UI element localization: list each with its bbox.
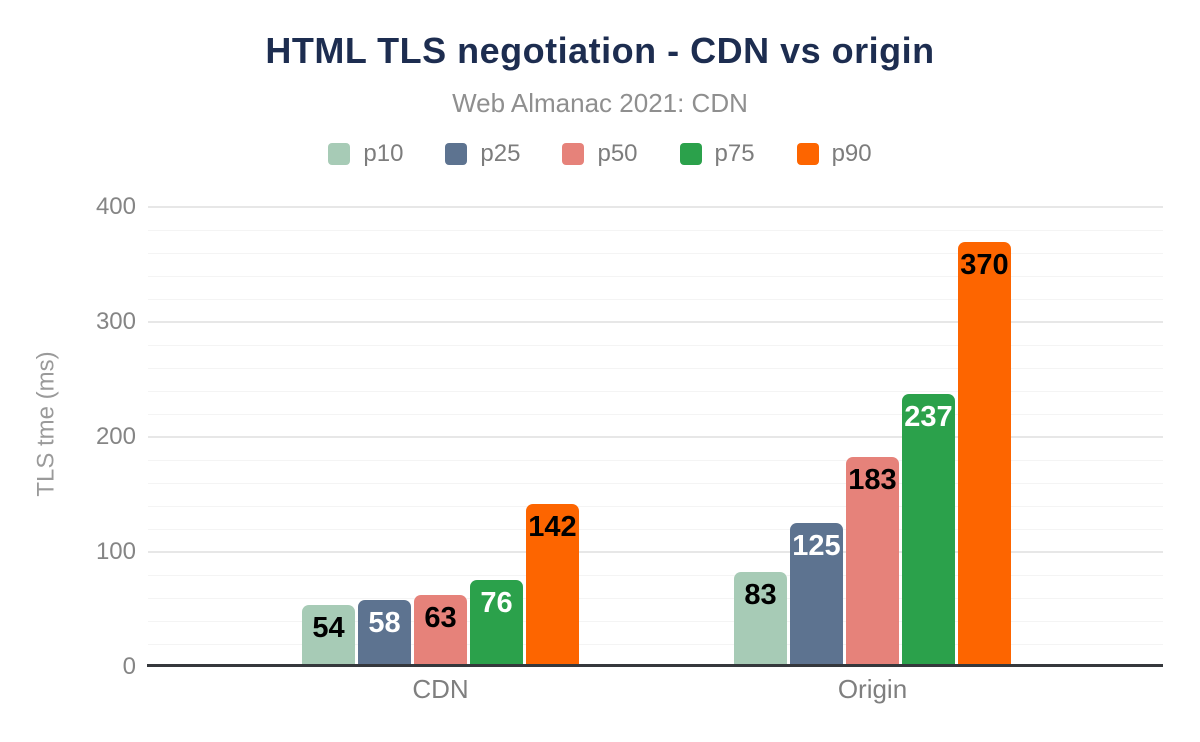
bar-p90-origin: 370 bbox=[958, 242, 1011, 667]
minor-gridline bbox=[148, 344, 1163, 346]
chart-subtitle: Web Almanac 2021: CDN bbox=[452, 88, 748, 118]
bar-value-label: 142 bbox=[528, 511, 577, 543]
legend-label: p75 bbox=[714, 140, 755, 167]
minor-gridline bbox=[148, 252, 1163, 254]
bar-p90-cdn: 142 bbox=[526, 504, 579, 667]
legend-swatch-icon bbox=[562, 143, 585, 165]
legend-label: p10 bbox=[363, 140, 404, 167]
bar-value-label: 63 bbox=[424, 602, 457, 634]
legend-item-p10: p10 bbox=[328, 140, 403, 168]
bar-value-label: 54 bbox=[312, 612, 345, 644]
legend-swatch-icon bbox=[445, 143, 468, 165]
minor-gridline bbox=[148, 413, 1163, 415]
major-gridline bbox=[148, 321, 1163, 323]
bar-p25-origin: 125 bbox=[790, 523, 843, 667]
legend-item-p25: p25 bbox=[445, 140, 520, 168]
legend-item-p75: p75 bbox=[679, 140, 755, 168]
x-category-label: Origin bbox=[837, 674, 908, 704]
minor-gridline bbox=[148, 574, 1163, 576]
bar-p10-origin: 83 bbox=[734, 572, 787, 667]
bar-value-label: 237 bbox=[904, 401, 953, 433]
bar-value-label: 125 bbox=[792, 530, 841, 562]
legend-item-p90: p90 bbox=[796, 140, 872, 168]
y-tick-label: 400 bbox=[95, 193, 136, 220]
bar-value-label: 58 bbox=[368, 607, 401, 639]
bar-p75-origin: 237 bbox=[902, 394, 955, 667]
minor-gridline bbox=[148, 620, 1163, 622]
y-tick-label: 200 bbox=[95, 423, 136, 450]
bar-value-label: 183 bbox=[848, 464, 897, 496]
minor-gridline bbox=[148, 528, 1163, 530]
major-gridline bbox=[148, 206, 1163, 208]
minor-gridline bbox=[148, 298, 1163, 300]
bar-p75-cdn: 76 bbox=[470, 580, 523, 667]
legend-swatch-icon bbox=[796, 143, 819, 165]
y-tick-label: 0 bbox=[122, 653, 136, 680]
bar-value-label: 76 bbox=[480, 587, 513, 619]
x-category-label: CDN bbox=[412, 674, 469, 704]
minor-gridline bbox=[148, 275, 1163, 277]
legend-swatch-icon bbox=[328, 143, 351, 165]
minor-gridline bbox=[148, 482, 1163, 484]
bar-value-label: 370 bbox=[960, 249, 1009, 281]
y-tick-label: 100 bbox=[95, 538, 136, 565]
minor-gridline bbox=[148, 643, 1163, 645]
bar-p50-cdn: 63 bbox=[414, 595, 467, 667]
legend-label: p50 bbox=[597, 140, 638, 167]
bar-value-label: 83 bbox=[744, 579, 777, 611]
legend-swatch-icon bbox=[679, 143, 702, 165]
major-gridline bbox=[148, 551, 1163, 553]
minor-gridline bbox=[148, 459, 1163, 461]
minor-gridline bbox=[148, 367, 1163, 369]
minor-gridline bbox=[148, 505, 1163, 507]
minor-gridline bbox=[148, 390, 1163, 392]
x-axis-line bbox=[147, 664, 1163, 667]
legend-item-p50: p50 bbox=[562, 140, 638, 168]
bar-p25-cdn: 58 bbox=[358, 600, 411, 667]
bar-p10-cdn: 54 bbox=[302, 605, 355, 667]
chart-title: HTML TLS negotiation - CDN vs origin bbox=[265, 30, 935, 71]
major-gridline bbox=[148, 436, 1163, 438]
plot-area: 54 83 58 125 63 183 76 237 142 370 bbox=[147, 180, 1163, 667]
legend: p10 p25 p50 p75 p90 bbox=[0, 140, 1200, 168]
y-tick-label: 300 bbox=[95, 308, 136, 335]
minor-gridline bbox=[148, 229, 1163, 231]
legend-label: p90 bbox=[831, 140, 872, 167]
minor-gridline bbox=[148, 597, 1163, 599]
bar-p50-origin: 183 bbox=[846, 457, 899, 667]
legend-label: p25 bbox=[480, 140, 521, 167]
